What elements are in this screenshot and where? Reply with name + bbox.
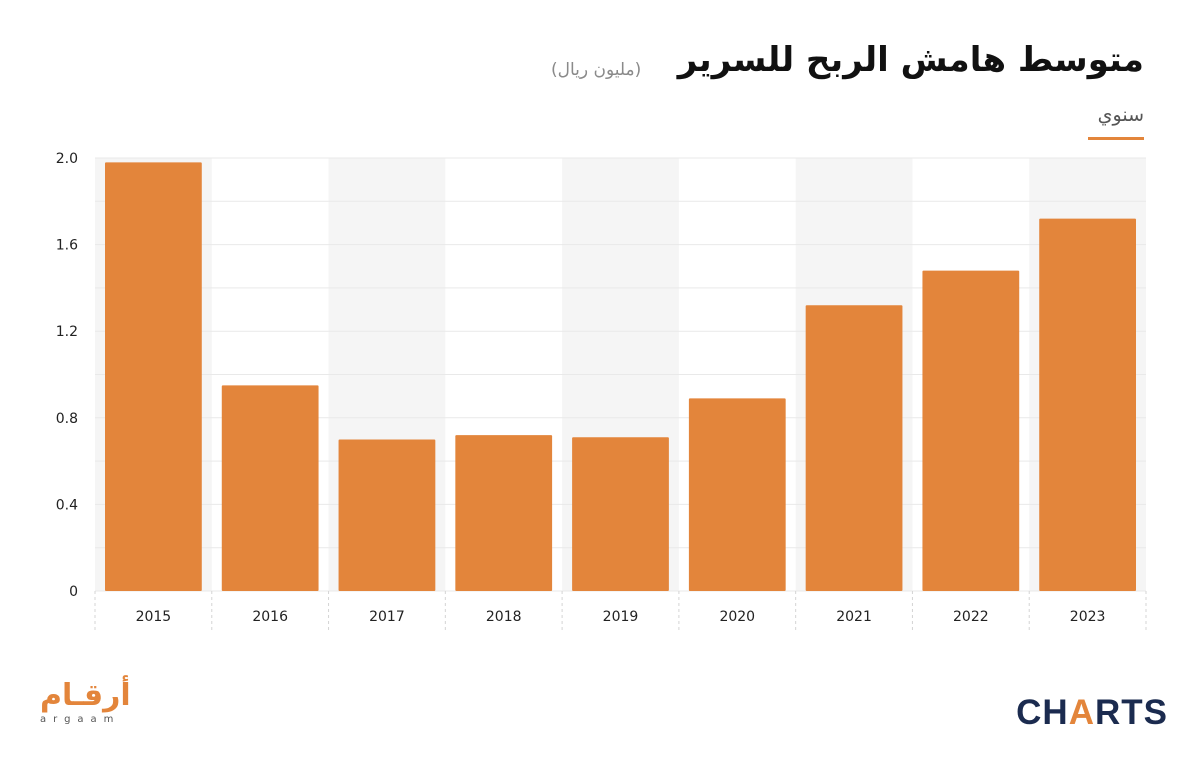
frequency-tab-annual[interactable]: سنوي	[1097, 104, 1144, 126]
x-tick-label: 2020	[719, 609, 755, 625]
x-tick-label: 2018	[486, 609, 522, 625]
charts-logo-part: RTS	[1095, 693, 1168, 732]
charts-logo: CHARTS	[1016, 693, 1168, 733]
x-tick-label: 2015	[136, 609, 172, 625]
argaam-logo-latin: argaam	[40, 714, 121, 725]
bar-2021	[805, 305, 903, 591]
frequency-tab-underline	[1088, 137, 1144, 140]
argaam-logo: أرقـام	[40, 678, 131, 713]
unit-label: (مليون ريال)	[551, 60, 642, 80]
x-tick-label: 2021	[836, 609, 872, 625]
charts-logo-bolt: A	[1068, 693, 1095, 732]
x-tick-label: 2019	[603, 609, 639, 625]
bar-2023	[1039, 218, 1136, 591]
bar-2016	[221, 385, 319, 591]
bar-2020	[688, 398, 786, 591]
y-tick-label: 0.8	[56, 411, 78, 427]
y-tick-label: 0.4	[56, 497, 78, 513]
bar-chart: 0 0.4 0.8 1.2 1.6 2.0 2015 2016 2017 2018 2019 2020…	[56, 151, 1147, 633]
y-tick-label: 1.2	[56, 324, 78, 340]
bar-2018	[455, 435, 553, 591]
x-tick-label: 2023	[1070, 609, 1106, 625]
bar-2022	[922, 270, 1020, 591]
x-tick-label: 2017	[369, 609, 405, 625]
y-tick-label: 1.6	[56, 238, 78, 254]
x-tick-label: 2016	[252, 609, 288, 625]
chart-title: متوسط هامش الربح للسرير	[677, 40, 1144, 80]
bar-2019	[572, 437, 669, 591]
bar-2017	[338, 439, 436, 591]
bar-2015	[105, 162, 202, 591]
y-tick-label: 0	[69, 584, 78, 600]
x-tick-label: 2022	[953, 609, 989, 625]
y-tick-label: 2.0	[56, 151, 78, 167]
charts-logo-part: CH	[1016, 693, 1069, 732]
